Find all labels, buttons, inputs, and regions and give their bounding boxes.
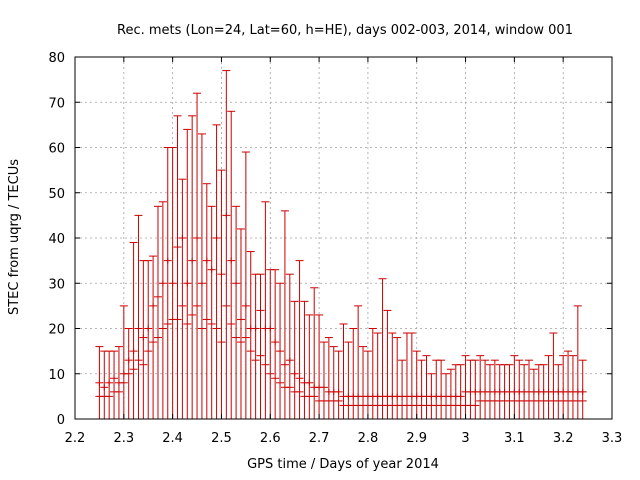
x-tick-label: 3.3 xyxy=(602,431,623,446)
x-tick-label: 2.7 xyxy=(309,431,330,446)
y-tick-label: 70 xyxy=(48,96,65,111)
x-tick-label: 2.8 xyxy=(358,431,379,446)
y-tick-label: 60 xyxy=(48,142,65,157)
y-tick-label: 0 xyxy=(57,413,65,428)
axis-ticks xyxy=(74,56,613,420)
y-tick-label: 10 xyxy=(48,368,65,383)
data-marks xyxy=(95,70,587,419)
x-tick-label: 3.2 xyxy=(553,431,574,446)
x-tick-label: 2.4 xyxy=(162,431,183,446)
y-tick-label: 40 xyxy=(48,232,65,247)
x-tick-label: 3.1 xyxy=(504,431,525,446)
x-tick-label: 2.3 xyxy=(113,431,134,446)
y-tick-label: 30 xyxy=(48,277,65,292)
x-tick-label: 3 xyxy=(461,431,469,446)
y-axis-label: STEC from uqrg / TECUs xyxy=(7,159,22,315)
tick-labels: 2.2 2.3 2.4 2.5 2.6 2.7 2.8 2.9 3 3.1 3.2 3.3 0 10 20 3… xyxy=(48,51,622,446)
y-tick-label: 50 xyxy=(48,187,65,202)
x-tick-label: 2.6 xyxy=(260,431,281,446)
y-tick-label: 80 xyxy=(48,51,65,66)
x-tick-label: 2.2 xyxy=(65,431,86,446)
x-axis-label: GPS time / Days of year 2014 xyxy=(247,457,439,472)
chart-title: Rec. mets (Lon=24, Lat=60, h=HE), days 0… xyxy=(117,23,573,38)
x-tick-label: 2.5 xyxy=(211,431,232,446)
x-tick-label: 2.9 xyxy=(406,431,427,446)
y-tick-label: 20 xyxy=(48,323,65,338)
